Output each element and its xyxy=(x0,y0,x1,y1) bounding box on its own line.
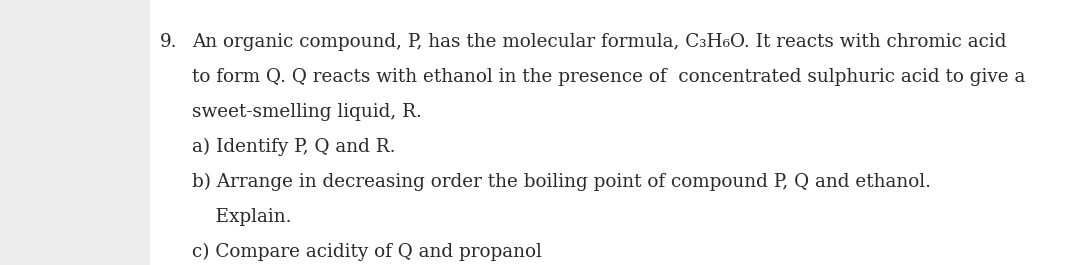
Bar xyxy=(0,0,150,265)
Bar xyxy=(150,0,1080,265)
Text: b) Arrange in decreasing order the boiling point of compound P, Q and ethanol.: b) Arrange in decreasing order the boili… xyxy=(192,173,931,191)
Text: 9.: 9. xyxy=(160,33,177,51)
Text: a) Identify P, Q and R.: a) Identify P, Q and R. xyxy=(192,138,395,156)
Text: to form Q. Q reacts with ethanol in the presence of  concentrated sulphuric acid: to form Q. Q reacts with ethanol in the … xyxy=(192,68,1026,86)
Text: sweet-smelling liquid, R.: sweet-smelling liquid, R. xyxy=(192,103,422,121)
Text: Explain.: Explain. xyxy=(192,208,292,226)
Text: An organic compound, P, has the molecular formula, C₃H₆O. It reacts with chromic: An organic compound, P, has the molecula… xyxy=(192,33,1007,51)
Text: c) Compare acidity of Q and propanol: c) Compare acidity of Q and propanol xyxy=(192,243,542,261)
